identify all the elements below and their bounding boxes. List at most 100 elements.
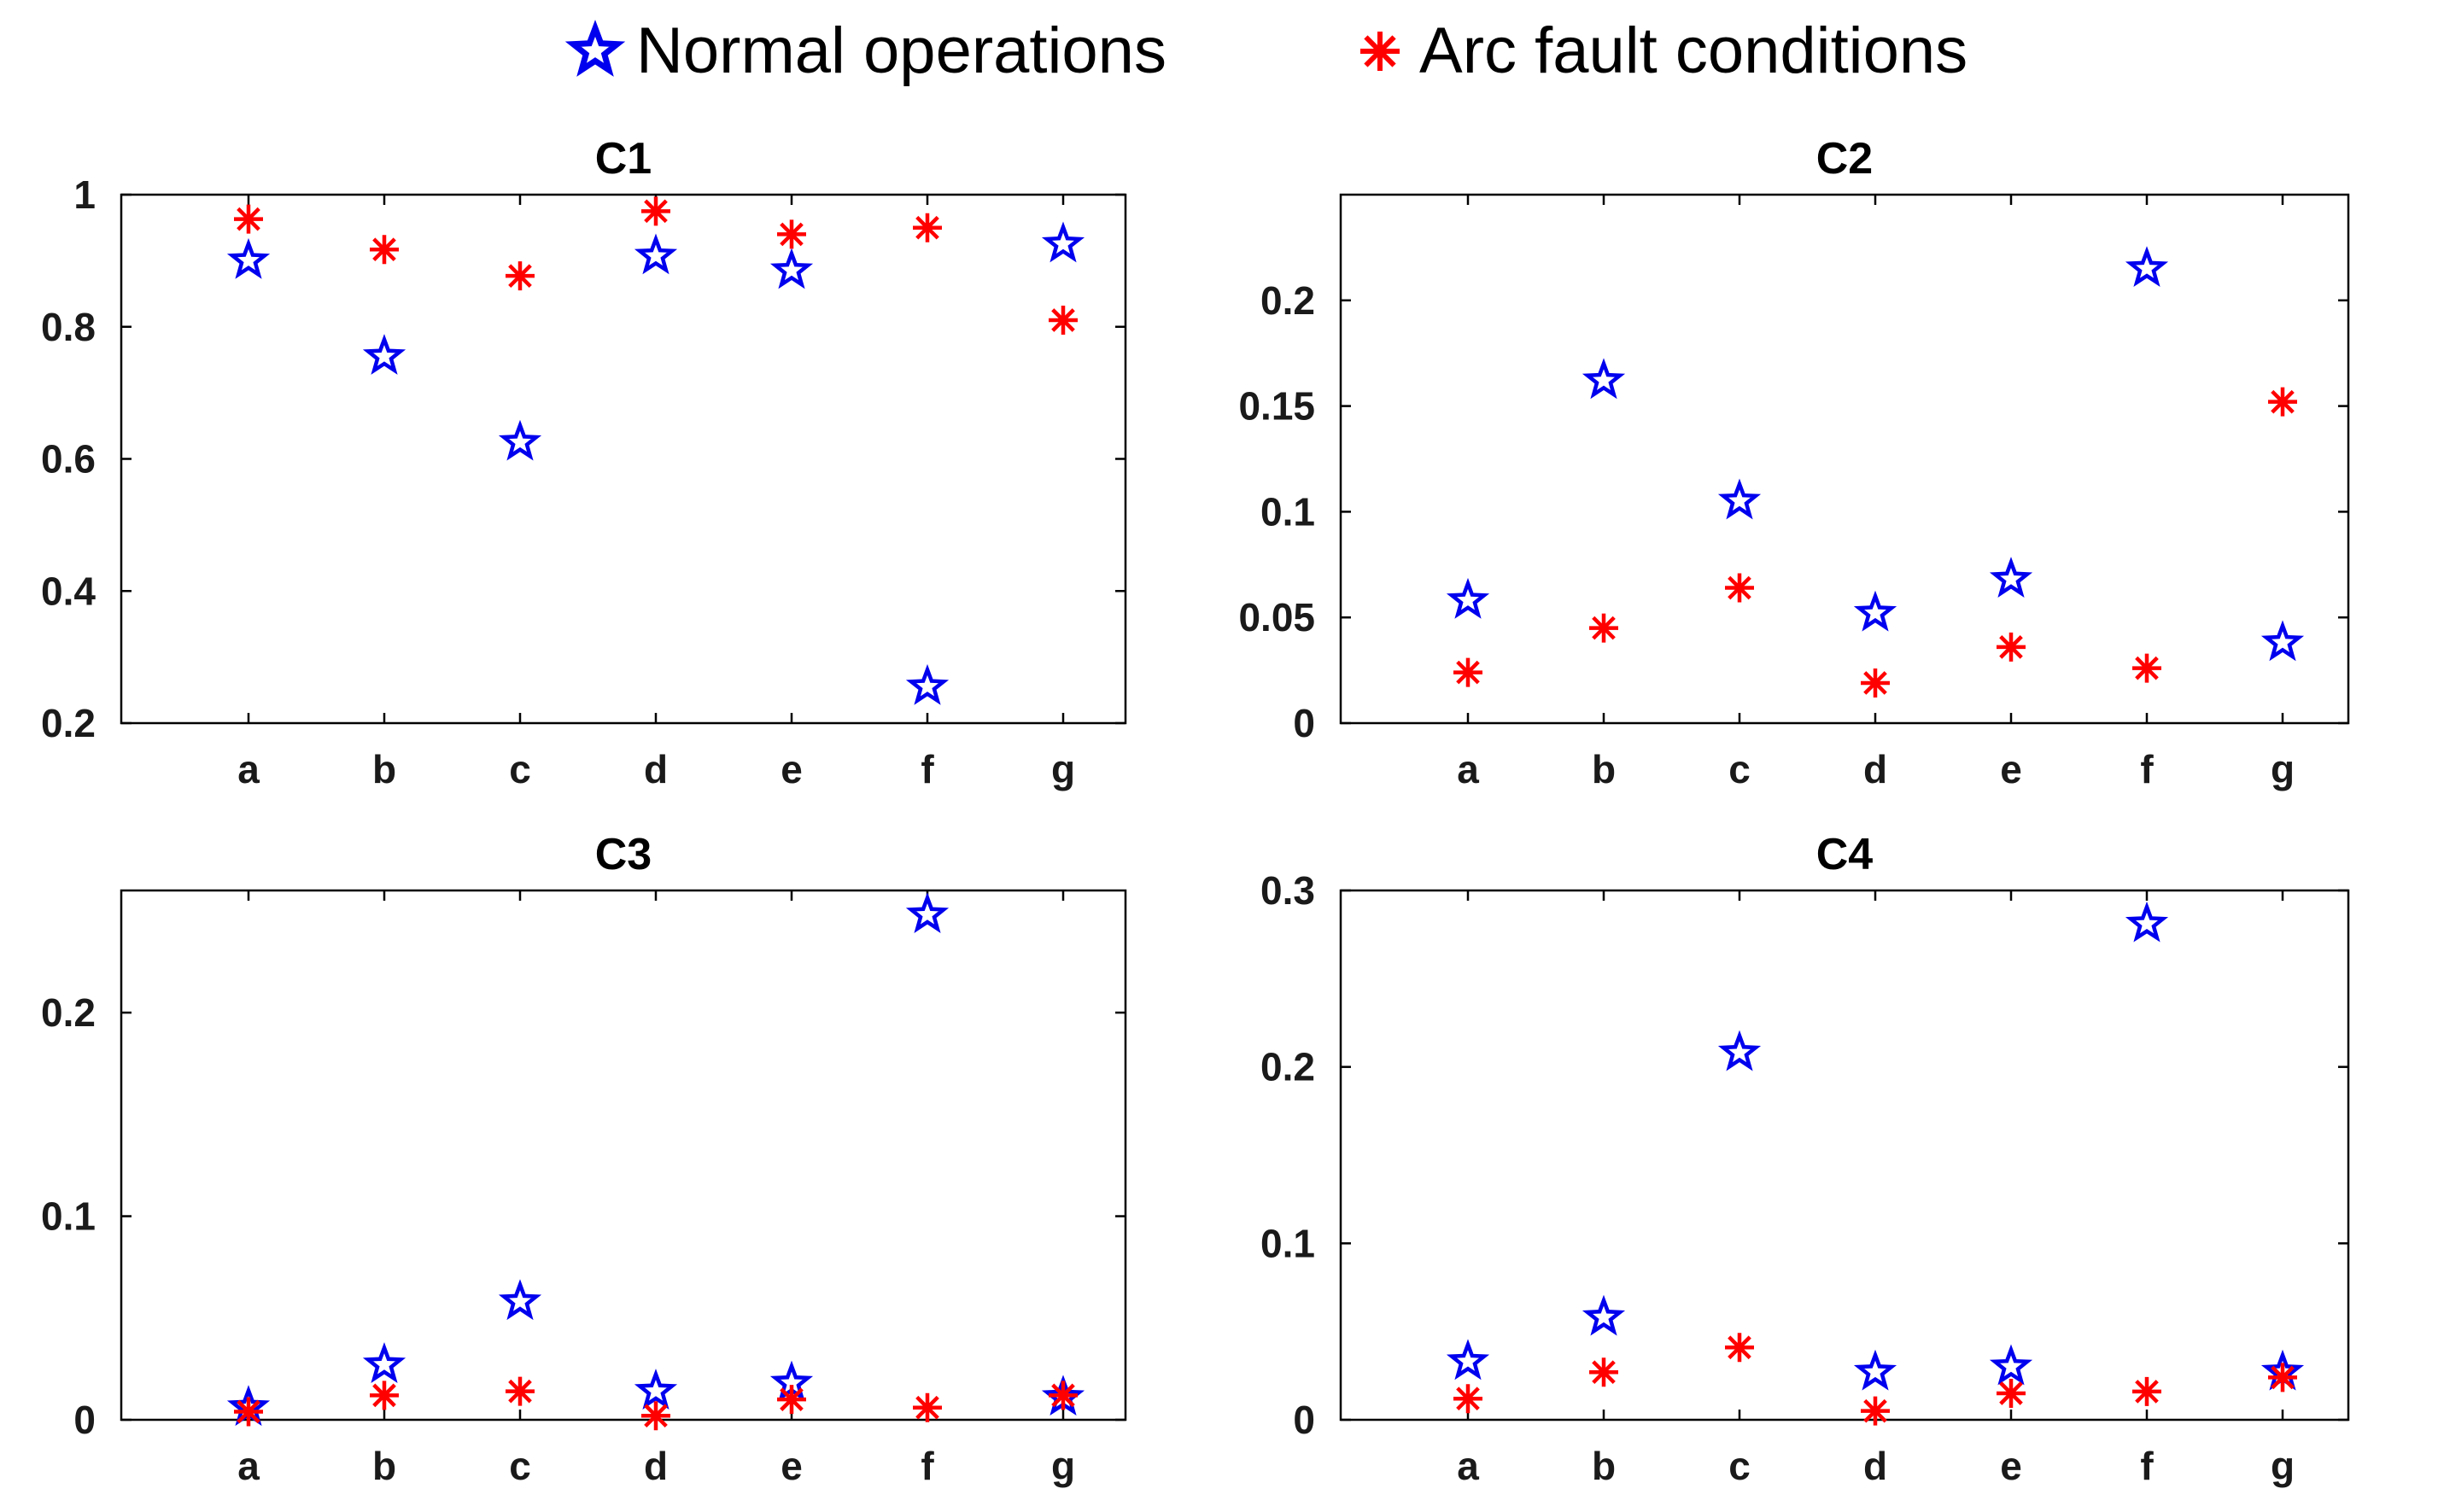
x-tick-label: d bbox=[1863, 747, 1887, 791]
legend-arc: Arc fault conditions bbox=[1360, 15, 1967, 87]
normal-point bbox=[1717, 478, 1762, 520]
normal-point bbox=[498, 1279, 542, 1321]
arc-fault-point bbox=[234, 204, 263, 234]
y-tick-label: 0.2 bbox=[41, 990, 96, 1035]
arc-fault-point bbox=[234, 1397, 263, 1427]
normal-point bbox=[1853, 1349, 1897, 1391]
x-tick-label: f bbox=[2140, 747, 2154, 791]
y-tick-label: 0.05 bbox=[1238, 595, 1315, 639]
x-tick-label: c bbox=[1728, 1444, 1751, 1488]
y-tick-label: 0.2 bbox=[1260, 1045, 1315, 1089]
x-tick-label: g bbox=[1051, 747, 1075, 791]
normal-point bbox=[1446, 577, 1490, 619]
normal-point bbox=[1853, 590, 1897, 632]
normal-point bbox=[1582, 1294, 1626, 1336]
x-tick-label: g bbox=[2271, 747, 2295, 791]
arc-fault-point bbox=[777, 1385, 806, 1415]
arc-fault-point bbox=[2132, 1376, 2161, 1406]
normal-point bbox=[769, 248, 814, 289]
x-tick-label: g bbox=[2271, 1444, 2295, 1488]
panel-c1: C1 0.2 0.4 0.6 0.8 1 a b c d e f g bbox=[41, 134, 1127, 791]
y-tick-label: 0.6 bbox=[41, 437, 96, 482]
x-tick-label: e bbox=[781, 747, 803, 791]
panel-c4: C4 0 0.1 0.2 0.3 a b c d e f g bbox=[1260, 830, 2350, 1488]
arc-fault-point bbox=[913, 1392, 942, 1422]
y-tick-label: 0.3 bbox=[1260, 868, 1315, 913]
y-tick-label: 0.2 bbox=[1260, 278, 1315, 323]
x-tick-label: b bbox=[372, 747, 396, 791]
normal-point bbox=[634, 1369, 678, 1410]
y-tick-label: 0.8 bbox=[41, 305, 96, 349]
x-tick-label: e bbox=[2000, 747, 2022, 791]
x-tick-label: d bbox=[644, 1444, 668, 1488]
x-tick-label: d bbox=[644, 747, 668, 791]
star-icon bbox=[564, 20, 626, 77]
x-tick-label: a bbox=[237, 1444, 260, 1488]
normal-point bbox=[1582, 358, 1626, 400]
y-tick-label: 0.1 bbox=[1260, 489, 1315, 534]
arc-fault-point bbox=[1049, 306, 1078, 336]
panel-title: C3 bbox=[595, 830, 652, 879]
arc-fault-point bbox=[1453, 1384, 1482, 1414]
x-tick-label: a bbox=[1457, 747, 1479, 791]
normal-point bbox=[1989, 1344, 2033, 1386]
y-tick-label: 0 bbox=[1293, 701, 1315, 745]
arc-fault-point bbox=[641, 196, 670, 226]
arc-fault-point bbox=[370, 235, 399, 265]
y-tick-label: 1 bbox=[73, 172, 96, 217]
arc-fault-point bbox=[1997, 1379, 2026, 1408]
normal-point bbox=[362, 1342, 406, 1384]
arc-fault-point bbox=[370, 1381, 399, 1410]
arc-fault-point bbox=[2268, 387, 2297, 417]
y-tick-label: 0.4 bbox=[41, 569, 96, 613]
arc-fault-point bbox=[1589, 1357, 1618, 1387]
normal-point bbox=[905, 663, 950, 705]
arc-fault-point bbox=[1049, 1381, 1078, 1410]
legend-normal: Normal operations bbox=[564, 15, 1166, 87]
normal-point bbox=[226, 237, 271, 279]
arc-fault-point bbox=[1725, 573, 1754, 603]
y-tick-label: 0.1 bbox=[1260, 1221, 1315, 1265]
x-tick-label: b bbox=[1592, 1444, 1616, 1488]
normal-point bbox=[1717, 1030, 1762, 1071]
axes-frame bbox=[1339, 193, 2350, 725]
x-tick-label: c bbox=[509, 747, 531, 791]
arc-fault-point bbox=[1997, 632, 2026, 662]
x-tick-label: g bbox=[1051, 1444, 1075, 1488]
x-tick-label: a bbox=[1457, 1444, 1479, 1488]
axes-frame bbox=[120, 193, 1127, 725]
panel-title: C4 bbox=[1816, 830, 1874, 879]
x-tick-label: b bbox=[1592, 747, 1616, 791]
x-tick-label: f bbox=[921, 747, 934, 791]
x-tick-label: d bbox=[1863, 1444, 1887, 1488]
arc-fault-point bbox=[506, 261, 535, 291]
x-tick-label: e bbox=[781, 1444, 803, 1488]
x-tick-label: f bbox=[2140, 1444, 2154, 1488]
arc-fault-point bbox=[1861, 1396, 1890, 1426]
normal-point bbox=[2125, 246, 2169, 287]
arc-fault-point bbox=[641, 1401, 670, 1431]
normal-point bbox=[498, 419, 542, 461]
arc-fault-point bbox=[1861, 668, 1890, 698]
panel-title: C2 bbox=[1816, 134, 1873, 184]
axes-frame bbox=[120, 889, 1127, 1422]
y-tick-label: 0.15 bbox=[1238, 384, 1315, 429]
arc-fault-point bbox=[1589, 613, 1618, 643]
y-tick-label: 0.1 bbox=[41, 1194, 96, 1239]
legend-normal-label: Normal operations bbox=[636, 15, 1166, 87]
arc-fault-point bbox=[913, 213, 942, 242]
panel-c3: C3 0 0.1 0.2 a b c d e f g bbox=[41, 830, 1127, 1488]
x-tick-label: c bbox=[1728, 747, 1751, 791]
normal-point bbox=[362, 334, 406, 375]
arc-fault-point bbox=[1725, 1333, 1754, 1363]
panel-title: C1 bbox=[595, 134, 652, 184]
normal-point bbox=[634, 233, 678, 275]
arc-fault-point bbox=[2132, 653, 2161, 683]
axes-frame bbox=[1339, 889, 2350, 1422]
arc-fault-point bbox=[777, 219, 806, 249]
x-tick-label: a bbox=[237, 747, 260, 791]
y-tick-label: 0 bbox=[73, 1398, 96, 1442]
normal-point bbox=[1989, 557, 2033, 598]
normal-point bbox=[1446, 1339, 1490, 1381]
